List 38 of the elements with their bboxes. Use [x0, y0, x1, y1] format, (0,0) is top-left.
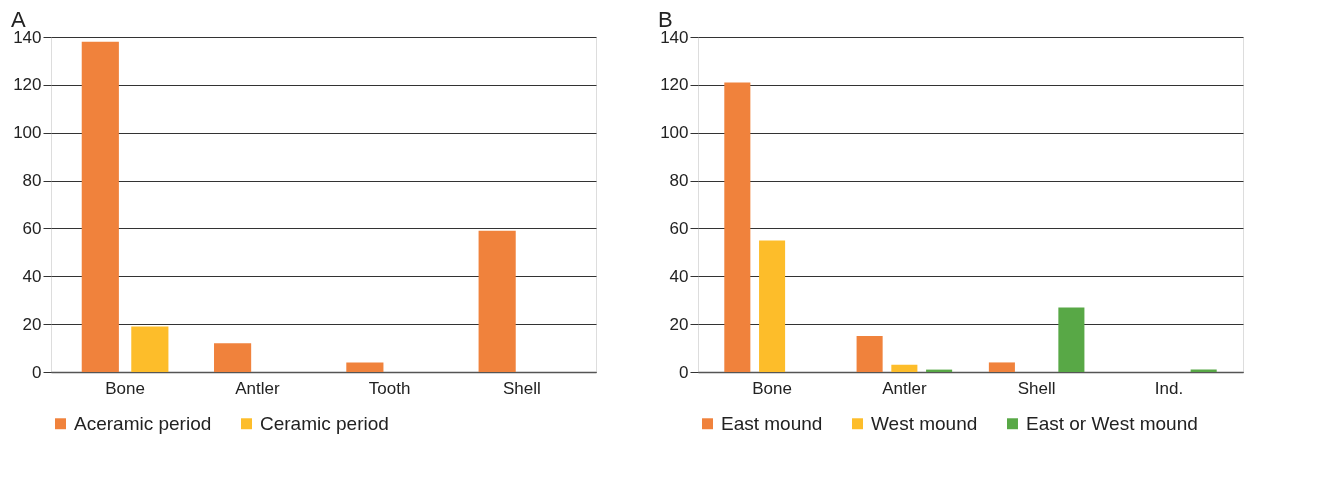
x-tick-label: Bone: [105, 378, 145, 398]
bar: [346, 362, 384, 372]
y-tick-label: 80: [669, 171, 689, 191]
bar: [759, 240, 786, 372]
x-tick-label: Shell: [1017, 378, 1056, 398]
bar: [724, 82, 751, 372]
y-tick-label: 20: [22, 314, 42, 334]
y-tick-label: 40: [22, 266, 42, 286]
y-tick-label: 100: [13, 123, 42, 143]
x-tick-label: Ind.: [1154, 378, 1184, 398]
bar: [988, 362, 1015, 372]
bar: [81, 41, 119, 372]
y-tick-label: 40: [669, 266, 689, 286]
y-tick-label: 100: [660, 123, 689, 143]
y-tick-label: 80: [22, 171, 42, 191]
y-tick-label: 0: [679, 362, 689, 382]
bar: [856, 336, 883, 372]
bar: [214, 343, 252, 372]
legend-label: Ceramic period: [260, 412, 389, 434]
y-tick-label: 0: [32, 362, 42, 382]
legend-label: East mound: [721, 412, 823, 434]
y-tick-label: 60: [669, 218, 689, 238]
bar: [478, 230, 516, 372]
y-tick-label: 20: [669, 314, 689, 334]
y-tick-label: 120: [660, 75, 689, 95]
x-tick-label: Bone: [752, 378, 792, 398]
x-tick-label: Antler: [882, 378, 927, 398]
y-tick-label: 60: [22, 218, 42, 238]
bar: [891, 364, 918, 372]
x-tick-label: Shell: [503, 378, 541, 398]
y-tick-label: 120: [13, 75, 42, 95]
x-tick-label: Antler: [235, 378, 280, 398]
bar: [1058, 307, 1085, 372]
legend-label: West mound: [871, 412, 978, 434]
x-tick-label: Tooth: [368, 378, 411, 398]
legend-label: Aceramic period: [74, 412, 212, 434]
legend-label: East or West mound: [1026, 412, 1198, 434]
bar: [131, 326, 169, 372]
